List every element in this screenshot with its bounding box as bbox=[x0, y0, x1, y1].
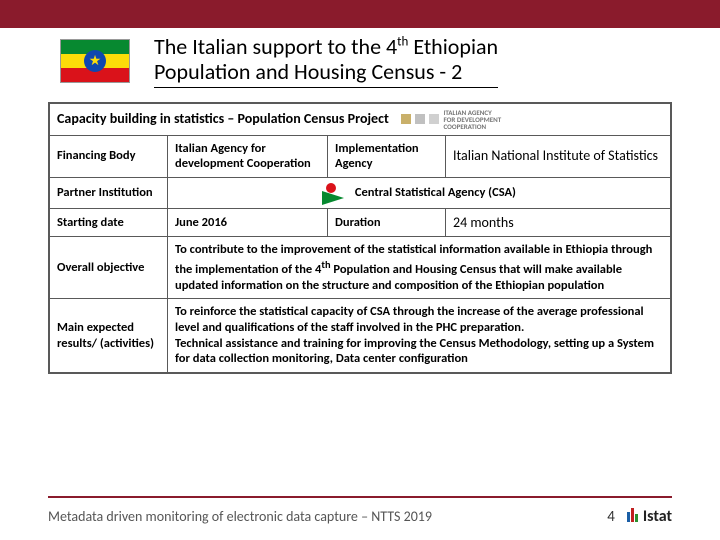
istat-logo-text: Istat bbox=[643, 507, 672, 526]
agency-logo-text: ITALIAN AGENCY FOR DEVELOPMENT COOPERATI… bbox=[443, 109, 501, 130]
title-line-1a: The Italian support to the 4 bbox=[154, 33, 397, 60]
table-row: Partner Institution Central Statistical … bbox=[50, 177, 671, 208]
header-row: The Italian support to the 4th Ethiopian… bbox=[0, 28, 720, 94]
table-row: Starting date June 2016 Duration 24 mont… bbox=[50, 208, 671, 237]
title-line-2: Population and Housing Census - 2 bbox=[154, 58, 462, 85]
partner-institution-value: Central Statistical Agency (CSA) bbox=[355, 185, 516, 200]
ethiopia-flag-icon bbox=[60, 39, 130, 83]
starting-date-label: Starting date bbox=[50, 208, 168, 237]
table-row: Overall objective To contribute to the i… bbox=[50, 237, 671, 299]
title-line-1b: Ethiopian bbox=[408, 33, 498, 60]
footer: Metadata driven monitoring of electronic… bbox=[48, 507, 672, 526]
table-row: Financing Body Italian Agency for develo… bbox=[50, 135, 671, 177]
starting-date-value: June 2016 bbox=[168, 208, 328, 237]
financing-body-label: Financing Body bbox=[50, 135, 168, 177]
slide-title-block: The Italian support to the 4th Ethiopian… bbox=[130, 34, 528, 88]
financing-body-value: Italian Agency for development Cooperati… bbox=[168, 135, 328, 177]
table-header-text: Capacity building in statistics – Popula… bbox=[57, 109, 389, 126]
duration-value: 24 months bbox=[446, 208, 671, 237]
main-results-label: Main expected results/ (activities) bbox=[50, 299, 168, 373]
implementation-agency-value: Italian National Institute of Statistics bbox=[446, 135, 671, 177]
info-table: Capacity building in statistics – Popula… bbox=[48, 102, 672, 374]
partner-institution-label: Partner Institution bbox=[50, 177, 168, 208]
italian-agency-logo-icon: ITALIAN AGENCY FOR DEVELOPMENT COOPERATI… bbox=[401, 109, 501, 130]
footer-divider bbox=[48, 496, 672, 498]
istat-logo-icon: Istat bbox=[627, 507, 672, 526]
page-number: 4 bbox=[607, 508, 615, 526]
title-sup: th bbox=[397, 35, 408, 50]
csa-logo-icon bbox=[322, 183, 348, 203]
objective-sup: th bbox=[321, 258, 330, 271]
table-row: Main expected results/ (activities) To r… bbox=[50, 299, 671, 373]
footer-text: Metadata driven monitoring of electronic… bbox=[48, 508, 432, 525]
duration-label: Duration bbox=[328, 208, 446, 237]
top-accent-bar bbox=[0, 0, 720, 28]
implementation-agency-label: Implementation Agency bbox=[328, 135, 446, 177]
table-header-row: Capacity building in statistics – Popula… bbox=[50, 103, 671, 135]
slide-title: The Italian support to the 4th Ethiopian… bbox=[154, 34, 498, 88]
main-results-value: To reinforce the statistical capacity of… bbox=[168, 299, 671, 373]
overall-objective-label: Overall objective bbox=[50, 237, 168, 299]
